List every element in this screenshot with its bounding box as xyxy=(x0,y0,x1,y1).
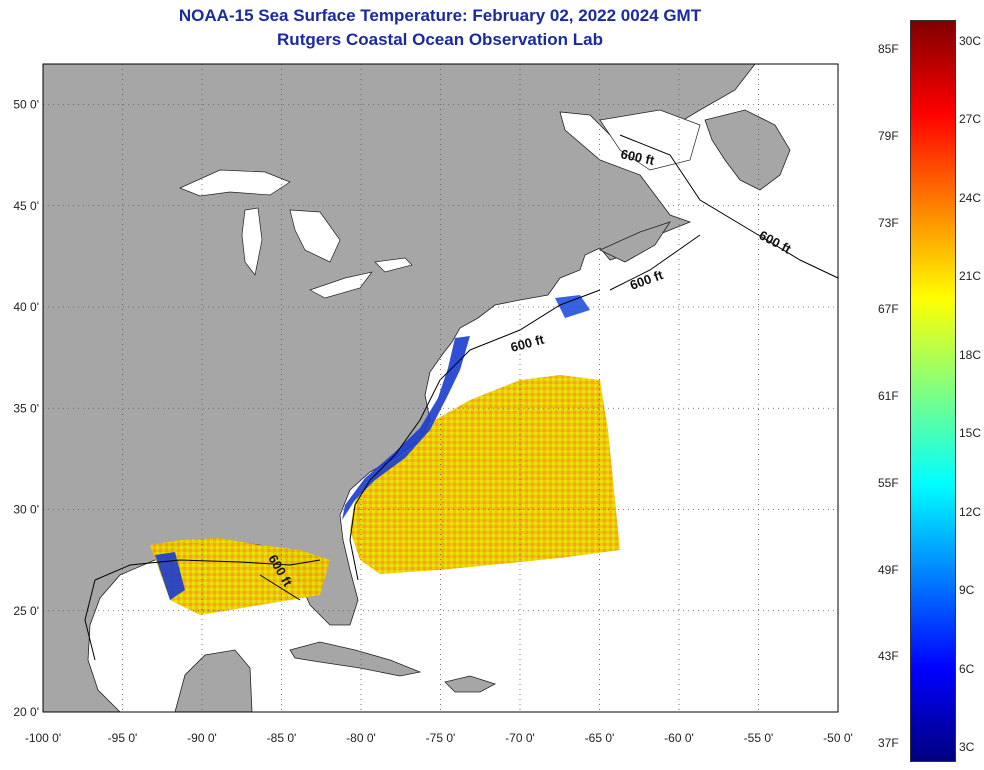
isobath-atlantic xyxy=(349,134,839,581)
colorbar-celsius-label: 18C xyxy=(959,347,982,362)
lon-tick-label: -100 0' xyxy=(25,731,61,745)
temperature-colorbar xyxy=(910,20,956,762)
colorbar-fahrenheit-label: 49F xyxy=(878,562,899,577)
lon-tick-label: -90 0' xyxy=(187,731,217,745)
colorbar-celsius-label: 3C xyxy=(959,740,975,754)
isobath-600ft xyxy=(84,134,839,661)
lon-tick-label: -95 0' xyxy=(108,731,138,745)
land-masses xyxy=(43,64,791,712)
lon-tick-label: -65 0' xyxy=(585,731,615,745)
sst-cold-patch-north xyxy=(555,295,590,318)
newfoundland-land xyxy=(704,109,791,191)
sst-cold-gulf-patch xyxy=(155,552,185,600)
lake-michigan xyxy=(241,207,263,276)
colorbar-fahrenheit-label: 43F xyxy=(878,649,899,664)
lon-tick-label: -75 0' xyxy=(426,731,456,745)
map-subtitle: Rutgers Coastal Ocean Observation Lab xyxy=(277,30,603,49)
sst-swath xyxy=(150,295,620,615)
lat-tick-label: 20 0' xyxy=(13,705,39,719)
colorbar-fahrenheit-label: 85F xyxy=(878,42,899,56)
colorbar-celsius-label: 9C xyxy=(959,583,975,598)
colorbar-celsius-label: 12C xyxy=(959,504,982,519)
sst-map: 600 ft 600 ft 600 ft 600 ft 600 ft -100 … xyxy=(13,63,853,746)
colorbar-celsius-label: 27C xyxy=(959,112,982,127)
colorbar-celsius-label: 21C xyxy=(959,269,982,284)
colorbar-fahrenheit-label: 61F xyxy=(878,389,899,403)
colorbar-celsius-label: 24C xyxy=(959,190,982,205)
colorbar-fahrenheit-label: 79F xyxy=(878,128,899,143)
lake-ontario xyxy=(374,257,413,273)
lon-tick-label: -50 0' xyxy=(823,731,853,745)
axis-ticks: -100 0' -95 0' -90 0' -85 0' -80 0' -75 0' -70… xyxy=(13,98,852,746)
cuba-land xyxy=(289,641,422,677)
lat-tick-label: 25 0' xyxy=(13,604,39,618)
great-lakes xyxy=(179,109,701,299)
isobath-gulf xyxy=(84,559,321,661)
colorbar-fahrenheit-label: 67F xyxy=(878,302,899,317)
colorbar-celsius-label: 6C xyxy=(959,661,975,676)
colorbar-fahrenheit-label: 73F xyxy=(878,215,899,230)
lon-tick-label: -80 0' xyxy=(346,731,376,745)
contour-label: 600 ft xyxy=(619,146,656,168)
plot-frame xyxy=(42,63,839,713)
sst-swath-atlantic xyxy=(350,375,620,574)
lat-tick-label: 40 0' xyxy=(13,300,39,314)
lon-tick-label: -70 0' xyxy=(505,731,535,745)
sst-swath-gulf xyxy=(150,538,330,615)
lat-tick-label: 35 0' xyxy=(13,401,39,415)
yucatan-land xyxy=(174,649,253,712)
lat-tick-label: 45 0' xyxy=(13,199,39,213)
lake-erie xyxy=(309,271,373,299)
hispaniola-land xyxy=(444,675,497,693)
lake-superior xyxy=(179,169,291,197)
lat-tick-label: 50 0' xyxy=(13,98,39,112)
lon-tick-label: -55 0' xyxy=(744,731,774,745)
lon-tick-label: -85 0' xyxy=(267,731,297,745)
lon-tick-label: -60 0' xyxy=(664,731,694,745)
colorbar-fahrenheit-label: 37F xyxy=(878,736,899,750)
colorbar-celsius-label: 30C xyxy=(959,34,982,48)
colorbar-celsius-label: 15C xyxy=(959,426,982,441)
saint-lawrence-gulf xyxy=(599,109,701,171)
nova-scotia-land xyxy=(599,221,671,263)
map-title: NOAA-15 Sea Surface Temperature: Februar… xyxy=(178,6,702,25)
lat-tick-label: 30 0' xyxy=(13,503,39,517)
colorbar-fahrenheit-label: 55F xyxy=(878,475,899,490)
sst-cold-coastal-band xyxy=(342,336,470,520)
lake-huron xyxy=(289,209,341,263)
